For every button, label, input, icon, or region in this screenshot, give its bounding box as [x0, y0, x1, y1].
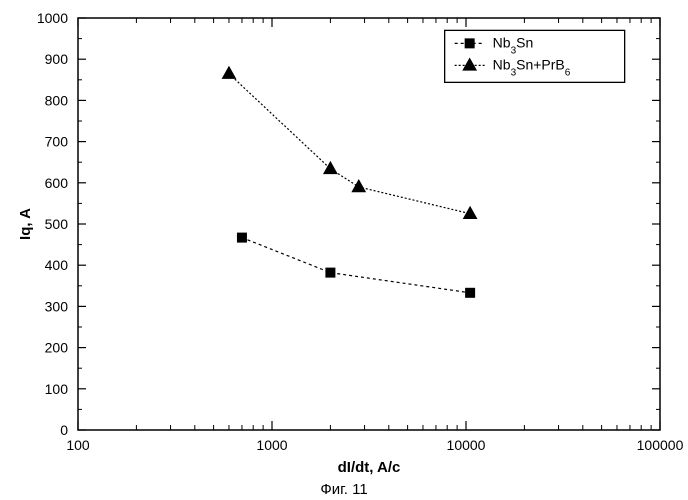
x-tick-label: 1000: [256, 437, 287, 453]
y-tick-label: 700: [45, 134, 69, 150]
chart-container: 1001000100001000000100200300400500600700…: [0, 0, 688, 500]
triangle-marker: [464, 207, 477, 219]
y-tick-label: 300: [45, 298, 69, 314]
series-line-1: [229, 74, 470, 214]
y-tick-label: 600: [45, 175, 69, 191]
square-marker: [326, 268, 335, 277]
x-axis-label: dI/dt, A/c: [338, 459, 401, 476]
square-marker: [237, 233, 246, 242]
y-tick-label: 200: [45, 340, 69, 356]
legend: Nb3SnNb3Sn+PrB6: [445, 30, 625, 82]
y-tick-label: 100: [45, 381, 69, 397]
figure-caption: Фиг. 11: [320, 481, 367, 498]
y-tick-label: 1000: [37, 10, 68, 26]
y-tick-label: 400: [45, 257, 69, 273]
y-tick-label: 500: [45, 216, 69, 232]
x-tick-label: 10000: [447, 437, 486, 453]
y-tick-label: 0: [60, 422, 68, 438]
x-tick-label: 100: [66, 437, 90, 453]
y-tick-label: 900: [45, 51, 69, 67]
triangle-marker: [352, 180, 365, 192]
chart-svg: 1001000100001000000100200300400500600700…: [0, 0, 688, 500]
y-axis-label: Iq, A: [17, 208, 34, 240]
x-tick-label: 100000: [637, 437, 684, 453]
legend-square-marker: [465, 39, 474, 48]
y-tick-label: 800: [45, 92, 69, 108]
triangle-marker: [222, 67, 235, 79]
square-marker: [466, 288, 475, 297]
triangle-marker: [324, 162, 337, 174]
series-line-0: [242, 238, 470, 293]
